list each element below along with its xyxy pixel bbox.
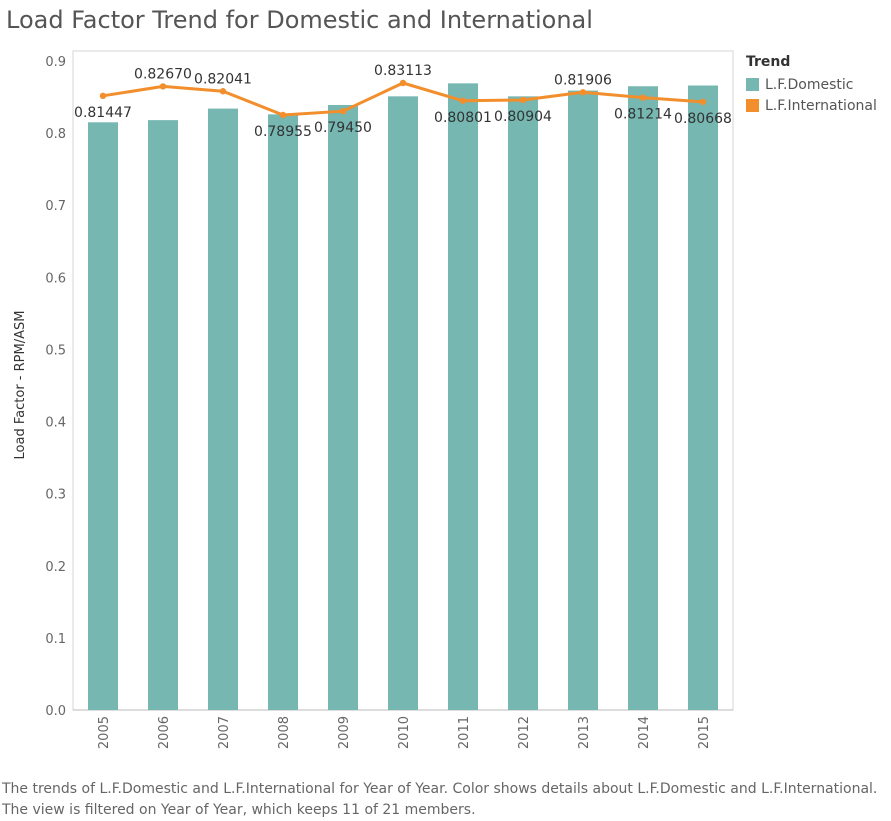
y-tick-label: 0.5 <box>45 343 66 358</box>
data-label-international: 0.78955 <box>254 124 312 140</box>
y-tick-label: 0.6 <box>45 271 66 286</box>
bar-domestic <box>388 96 418 710</box>
y-tick-label: 0.2 <box>45 560 66 575</box>
bar-domestic <box>268 114 298 710</box>
legend-item-domestic[interactable]: L.F.Domestic <box>746 74 877 95</box>
point-international <box>99 92 107 100</box>
point-international <box>399 79 407 87</box>
data-label-international: 0.81214 <box>614 107 672 123</box>
data-label-international: 0.81447 <box>74 105 132 121</box>
chart-caption: The trends of L.F.Domestic and L.F.Inter… <box>2 781 878 818</box>
x-tick-label: 2012 <box>517 716 532 749</box>
y-tick-label: 0.9 <box>45 55 66 70</box>
point-international <box>339 107 347 115</box>
chart-title: Load Factor Trend for Domestic and Inter… <box>6 6 593 34</box>
data-label-international: 0.83113 <box>374 63 432 79</box>
point-international <box>519 96 527 104</box>
x-tick-label: 2010 <box>397 716 412 749</box>
bar-domestic <box>328 104 358 710</box>
legend-label-international: L.F.International <box>765 97 877 114</box>
y-tick-label: 0.8 <box>45 127 66 142</box>
y-tick-label: 0.4 <box>45 416 66 431</box>
bar-domestic <box>88 122 118 711</box>
y-tick-label: 0.0 <box>45 704 66 719</box>
bar-domestic <box>688 85 718 711</box>
chart-area: 0.0 0.1 0.2 0.3 0.4 0.5 0.6 0.7 0.8 0.9 0.81447 0.… <box>13 50 734 749</box>
data-label-international: 0.80904 <box>494 109 552 125</box>
point-international <box>459 97 467 104</box>
bar-domestic <box>568 90 598 710</box>
y-tick-label: 0.1 <box>45 632 66 647</box>
legend-swatch-domestic <box>746 78 759 91</box>
legend-title: Trend <box>746 54 791 70</box>
x-tick-label: 2014 <box>637 716 652 749</box>
x-tick-label: 2006 <box>157 716 172 749</box>
bar-domestic <box>148 120 178 711</box>
x-tick-label: 2011 <box>457 716 472 749</box>
point-international <box>219 88 227 95</box>
y-tick-label: 0.3 <box>45 488 66 503</box>
legend-item-international[interactable]: L.F.International <box>746 95 877 116</box>
legend: Trend L.F.Domestic L.F.International <box>746 54 877 116</box>
x-tick-label: 2008 <box>277 716 292 749</box>
x-tick-label: 2015 <box>697 716 712 749</box>
data-label-international: 0.82670 <box>134 66 192 82</box>
point-international <box>279 111 287 119</box>
x-tick-label: 2005 <box>97 716 112 749</box>
bar-domestic <box>508 96 538 710</box>
point-international <box>159 83 167 90</box>
x-tick-label: 2009 <box>337 716 352 749</box>
data-label-international: 0.80801 <box>434 110 492 126</box>
y-tick-label: 0.7 <box>45 199 66 214</box>
point-international <box>579 89 587 96</box>
legend-swatch-international <box>746 99 759 112</box>
data-label-international: 0.82041 <box>194 71 252 87</box>
x-tick-label: 2007 <box>217 716 232 749</box>
data-label-international: 0.81906 <box>554 72 612 88</box>
bar-domestic <box>208 108 238 711</box>
x-tick-label: 2013 <box>577 716 592 749</box>
bar-domestic <box>448 83 478 711</box>
data-label-international: 0.79450 <box>314 120 372 136</box>
point-international <box>639 94 647 101</box>
bar-domestic <box>628 86 658 710</box>
legend-label-domestic: L.F.Domestic <box>765 76 854 93</box>
data-label-international: 0.80668 <box>674 111 732 127</box>
y-axis-label: Load Factor - RPM/ASM <box>13 311 28 460</box>
point-international <box>699 98 707 106</box>
